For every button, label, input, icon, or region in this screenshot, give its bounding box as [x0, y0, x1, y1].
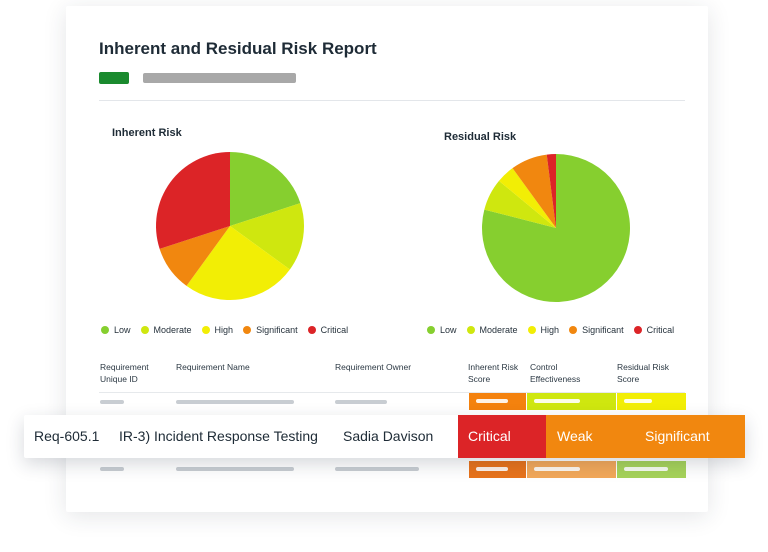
title-divider [99, 100, 685, 101]
control-effectiveness: Weak Significant [546, 415, 745, 458]
inherent-risk-legend: Low Moderate High Significant Critical [101, 325, 348, 335]
legend-label: Critical [646, 325, 675, 335]
legend-label: Moderate [479, 325, 518, 335]
status-pill [99, 72, 129, 84]
inherent-risk-score: Critical [458, 415, 546, 458]
legend-dot-significant [569, 326, 578, 334]
legend-label: High [214, 325, 234, 335]
legend-label: Significant [256, 325, 298, 335]
pie-slice-high [498, 168, 556, 228]
legend-dot-critical [307, 326, 316, 334]
legend-label: Moderate [153, 325, 192, 335]
effectiveness-label: Weak [557, 428, 593, 444]
pie-slice-low [230, 152, 301, 226]
header-name: Requirement Name [176, 362, 250, 372]
inherent-risk-pie [156, 152, 304, 300]
pie-slice-moderate [230, 203, 304, 270]
placeholder-owner [335, 400, 387, 404]
legend-dot-moderate [466, 326, 475, 334]
highlighted-requirement-row[interactable]: Req-605.1 IR-3) Incident Response Testin… [24, 415, 745, 458]
placeholder-name [176, 467, 294, 471]
legend-label: Critical [320, 325, 349, 335]
pie-slice-significant [159, 226, 230, 286]
legend-dot-moderate [140, 326, 149, 334]
legend-label: Low [440, 325, 457, 335]
legend-item-significant: Significant [243, 325, 298, 335]
legend-label: Significant [582, 325, 624, 335]
legend-label: Low [114, 325, 131, 335]
legend-item-low: Low [101, 325, 131, 335]
subtitle-placeholder [143, 73, 296, 83]
report-title: Inherent and Residual Risk Report [99, 39, 377, 58]
legend-label: High [540, 325, 560, 335]
residual-score-cell [617, 461, 686, 478]
header-divider [99, 392, 685, 393]
residual-score-cell [617, 393, 686, 410]
residual-risk-legend: Low Moderate High Significant Critical [427, 325, 674, 335]
pie-slice-critical [156, 152, 230, 249]
pie-slice-significant [512, 154, 556, 228]
pie-slice-high [186, 226, 290, 300]
residual-risk-label: Significant [645, 428, 710, 444]
effectiveness-cell [527, 461, 616, 478]
placeholder-id [100, 400, 124, 404]
placeholder-owner [335, 467, 419, 471]
residual-risk-title: Residual Risk [444, 131, 517, 143]
residual-risk-pie [482, 154, 630, 302]
legend-dot-high [201, 326, 210, 334]
header-unique-id: Requirement Unique ID [100, 362, 149, 384]
header-effectiveness: Control Effectiveness [530, 362, 581, 384]
requirement-owner: Sadia Davison [343, 428, 434, 444]
header-residual: Residual Risk Score [617, 362, 669, 384]
legend-item-high: High [527, 325, 560, 335]
inherent-score-cell [469, 393, 526, 410]
legend-dot-low [101, 326, 109, 334]
legend-dot-high [527, 326, 536, 334]
legend-item-low: Low [427, 325, 457, 335]
requirement-id: Req-605.1 [34, 428, 100, 444]
placeholder-name [176, 400, 294, 404]
pie-slice-moderate [484, 180, 556, 228]
legend-item-moderate: Moderate [140, 325, 192, 335]
legend-dot-low [427, 326, 435, 334]
requirement-name: IR-3) Incident Response Testing [119, 428, 318, 444]
legend-item-critical: Critical [307, 325, 349, 335]
inherent-score-cell [469, 461, 526, 478]
header-owner: Requirement Owner [335, 362, 412, 372]
legend-item-critical: Critical [633, 325, 675, 335]
legend-dot-significant [243, 326, 252, 334]
legend-item-high: High [201, 325, 234, 335]
legend-item-significant: Significant [569, 325, 624, 335]
pie-slice-critical [546, 154, 556, 228]
header-inherent: Inherent Risk Score [468, 362, 519, 384]
legend-dot-critical [633, 326, 642, 334]
legend-item-moderate: Moderate [466, 325, 518, 335]
inherent-risk-title: Inherent Risk [112, 127, 182, 139]
placeholder-id [100, 467, 124, 471]
effectiveness-cell [527, 393, 616, 410]
inherent-risk-label: Critical [468, 428, 511, 444]
